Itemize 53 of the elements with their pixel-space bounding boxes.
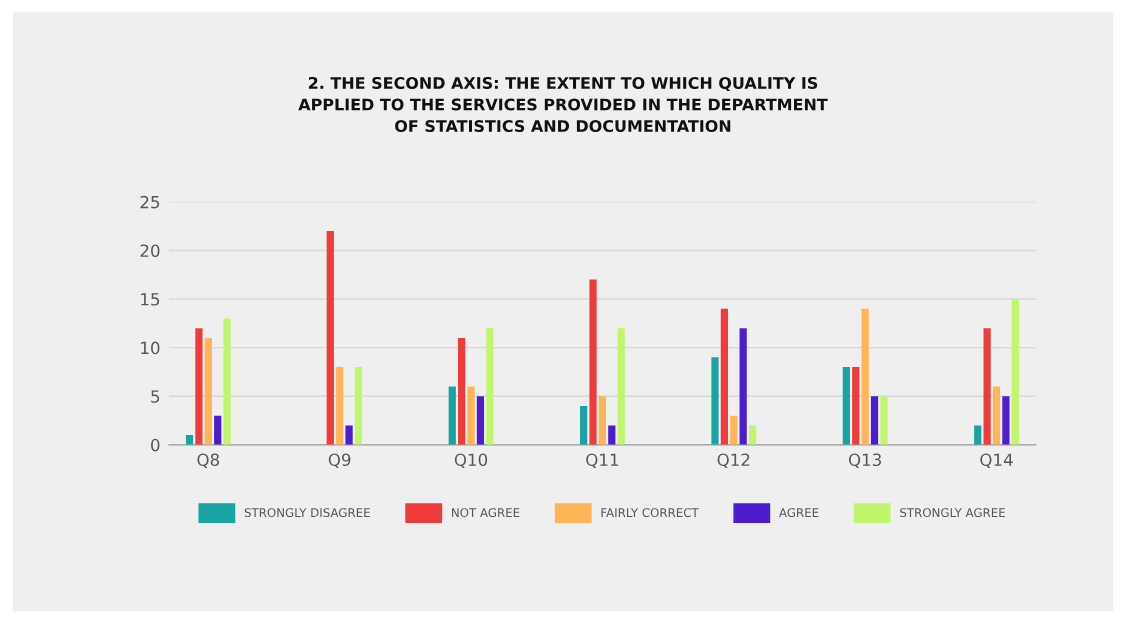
bar bbox=[448, 386, 456, 445]
legend-label: STRONGLY DISAGREE bbox=[244, 508, 370, 518]
y-tick-label: 10 bbox=[141, 341, 160, 355]
bar bbox=[1011, 299, 1019, 445]
bar bbox=[195, 328, 203, 445]
y-tick-label: 20 bbox=[140, 244, 160, 258]
bar bbox=[1002, 396, 1010, 445]
bar bbox=[467, 386, 475, 445]
bar bbox=[992, 386, 1001, 445]
bar bbox=[861, 308, 869, 445]
bar bbox=[842, 367, 850, 445]
x-tick-label: Q10 bbox=[454, 453, 488, 468]
bar bbox=[589, 279, 597, 445]
bar bbox=[748, 425, 757, 445]
x-tick-label: Q13 bbox=[848, 453, 881, 468]
legend-label: AGREE bbox=[779, 508, 819, 518]
bar bbox=[476, 396, 485, 445]
bar bbox=[598, 396, 607, 445]
x-tick-label: Q8 bbox=[197, 453, 220, 468]
bar bbox=[711, 357, 719, 445]
bar bbox=[974, 425, 982, 445]
bar bbox=[983, 328, 991, 445]
bar bbox=[880, 396, 888, 445]
bar bbox=[870, 396, 879, 445]
y-tick-label: 15 bbox=[141, 293, 160, 306]
bar bbox=[739, 328, 747, 445]
x-tick-label: Q9 bbox=[328, 453, 351, 468]
legend-label: FAIRLY CORRECT bbox=[601, 508, 699, 518]
bar bbox=[580, 405, 588, 445]
bar bbox=[720, 308, 728, 445]
y-tick-label: 25 bbox=[140, 195, 160, 209]
bar bbox=[214, 415, 222, 445]
x-tick-label: Q14 bbox=[980, 453, 1013, 468]
x-tick-label: Q11 bbox=[586, 453, 619, 468]
bar bbox=[486, 328, 494, 445]
y-tick-label: 0 bbox=[151, 438, 160, 452]
bar bbox=[326, 231, 334, 445]
bar bbox=[336, 367, 344, 445]
bar bbox=[730, 415, 738, 445]
bar bbox=[223, 318, 231, 445]
bar bbox=[204, 337, 212, 445]
bar bbox=[608, 425, 616, 445]
bar bbox=[617, 328, 625, 445]
bar bbox=[345, 425, 353, 445]
chart-title: 2. THE SECOND AXIS: THE EXTENT TO WHICH QUALITY IS APPLIED TO THE SERVICES PROVIDED IN THE DEPARTMENT OF STATISTICS AND DOCUMENTATION bbox=[298, 76, 828, 133]
bar bbox=[852, 367, 860, 445]
legend-label: NOT AGREE bbox=[452, 508, 520, 518]
bar bbox=[354, 367, 363, 445]
bar bbox=[458, 337, 466, 445]
bar bbox=[185, 435, 194, 445]
y-tick-label: 5 bbox=[151, 390, 160, 403]
legend-label: STRONGLY AGREE bbox=[900, 508, 1005, 518]
x-tick-label: Q12 bbox=[717, 453, 750, 468]
